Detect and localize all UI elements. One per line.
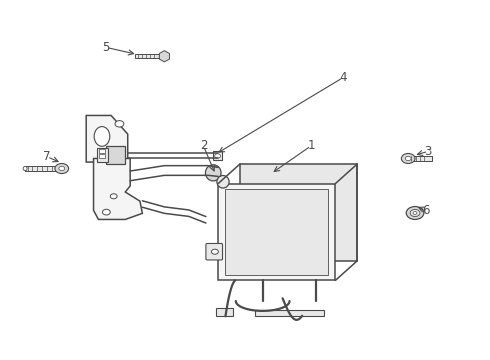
Bar [135,54,159,58]
Text: 7: 7 [43,150,51,163]
Bar [25,166,62,171]
Text: 6: 6 [422,204,430,217]
Polygon shape [225,189,328,275]
Text: 1: 1 [307,139,315,152]
Ellipse shape [23,166,27,171]
Circle shape [212,249,219,254]
Circle shape [110,194,117,199]
Text: 2: 2 [200,139,207,152]
Polygon shape [94,158,143,220]
Polygon shape [86,116,128,162]
Ellipse shape [94,127,110,146]
Bar [409,156,432,161]
Bar [213,151,222,160]
Circle shape [215,154,220,158]
Bar [99,154,105,158]
Circle shape [59,166,65,171]
Bar [255,310,324,316]
Bar [106,146,125,164]
Circle shape [102,209,110,215]
Circle shape [55,163,69,174]
Bar [216,309,233,316]
Text: 4: 4 [339,71,346,84]
FancyBboxPatch shape [206,243,222,260]
Circle shape [413,212,417,215]
Polygon shape [240,164,357,261]
Polygon shape [218,184,335,280]
Ellipse shape [205,165,221,181]
Circle shape [406,207,424,220]
Circle shape [410,210,420,217]
Ellipse shape [217,176,229,188]
Circle shape [115,121,124,127]
Bar [99,149,105,153]
Circle shape [405,156,411,161]
Text: 3: 3 [424,145,432,158]
Bar [97,148,108,162]
Polygon shape [159,51,170,62]
Text: 5: 5 [102,41,109,54]
Circle shape [401,153,415,163]
